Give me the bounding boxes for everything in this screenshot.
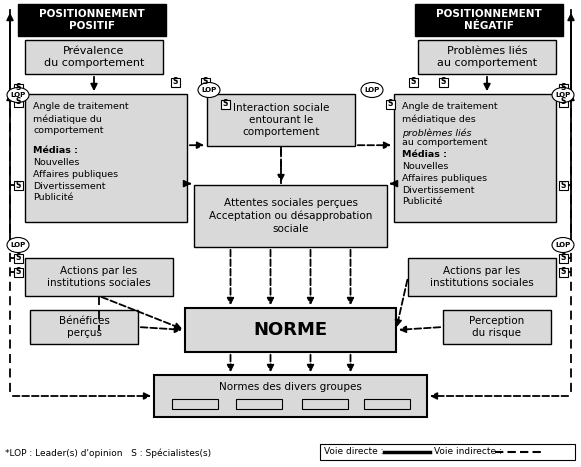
Text: S: S xyxy=(410,78,415,86)
Text: au comportement: au comportement xyxy=(402,138,487,147)
Bar xyxy=(558,84,568,92)
Bar xyxy=(439,78,447,86)
Bar xyxy=(221,99,229,108)
Text: problèmes liés: problèmes liés xyxy=(402,128,472,137)
Bar xyxy=(13,84,23,92)
Text: Normes des divers groupes: Normes des divers groupes xyxy=(219,382,362,392)
Text: LOP: LOP xyxy=(10,242,26,248)
Ellipse shape xyxy=(552,238,574,253)
Text: Angle de traitement
médiatique des: Angle de traitement médiatique des xyxy=(402,102,497,123)
Text: Nouvelles
Affaires publiques
Divertissement
Publicité: Nouvelles Affaires publiques Divertissem… xyxy=(402,162,487,206)
Text: Perception
du risque: Perception du risque xyxy=(469,316,525,338)
Bar xyxy=(408,258,556,296)
Ellipse shape xyxy=(7,238,29,253)
Text: NORME: NORME xyxy=(253,321,328,339)
Text: S: S xyxy=(560,84,566,92)
Bar xyxy=(364,399,410,409)
Text: Médias :: Médias : xyxy=(33,146,78,155)
Bar xyxy=(418,40,556,74)
Bar xyxy=(172,399,218,409)
Text: S: S xyxy=(388,99,393,108)
Bar xyxy=(25,94,187,222)
Text: S: S xyxy=(202,78,207,86)
Text: Attentes sociales perçues
Acceptation ou désapprobation
sociale: Attentes sociales perçues Acceptation ou… xyxy=(209,198,372,234)
Text: S: S xyxy=(15,254,21,262)
Text: POSITIONNEMENT
NÉGATIF: POSITIONNEMENT NÉGATIF xyxy=(436,9,542,31)
Text: LOP: LOP xyxy=(555,92,571,98)
Text: S: S xyxy=(223,99,228,108)
Text: S: S xyxy=(560,268,566,276)
Ellipse shape xyxy=(361,83,383,98)
Bar xyxy=(320,444,575,460)
Ellipse shape xyxy=(198,83,220,98)
Text: S: S xyxy=(15,98,21,106)
Bar xyxy=(394,94,556,222)
Bar xyxy=(18,4,166,36)
Bar xyxy=(30,310,138,344)
Bar xyxy=(185,308,396,352)
Bar xyxy=(386,99,394,108)
Text: Interaction sociale
entourant le
comportement: Interaction sociale entourant le comport… xyxy=(233,103,329,137)
Bar xyxy=(408,78,418,86)
Text: S: S xyxy=(440,78,446,86)
Text: *LOP : Leader(s) d'opinion   S : Spécialistes(s): *LOP : Leader(s) d'opinion S : Spécialis… xyxy=(5,448,211,458)
Bar xyxy=(194,185,387,247)
Text: S: S xyxy=(173,78,178,86)
Text: S: S xyxy=(560,181,566,190)
Text: Actions par les
institutions sociales: Actions par les institutions sociales xyxy=(47,266,151,288)
Text: Médias :: Médias : xyxy=(402,150,447,159)
Ellipse shape xyxy=(7,87,29,102)
Text: Bénéfices
perçus: Bénéfices perçus xyxy=(59,316,109,338)
Bar xyxy=(415,4,563,36)
Text: S: S xyxy=(15,268,21,276)
Text: S: S xyxy=(560,254,566,262)
Text: S: S xyxy=(15,84,21,92)
Bar xyxy=(558,268,568,276)
Bar xyxy=(558,254,568,262)
Bar xyxy=(558,98,568,106)
Text: LOP: LOP xyxy=(10,92,26,98)
Text: Actions par les
institutions sociales: Actions par les institutions sociales xyxy=(430,266,534,288)
Text: S: S xyxy=(560,98,566,106)
Text: Angle de traitement
médiatique du
comportement: Angle de traitement médiatique du compor… xyxy=(33,102,128,135)
Bar xyxy=(25,258,173,296)
Text: Voie directe :: Voie directe : xyxy=(324,447,383,457)
Bar xyxy=(25,40,163,74)
Text: LOP: LOP xyxy=(202,87,217,93)
Bar xyxy=(236,399,282,409)
Bar xyxy=(13,268,23,276)
Text: LOP: LOP xyxy=(555,242,571,248)
Text: LOP: LOP xyxy=(364,87,379,93)
Text: Voie indirecte :: Voie indirecte : xyxy=(434,447,502,457)
Bar xyxy=(302,399,348,409)
Bar xyxy=(443,310,551,344)
Bar xyxy=(207,94,355,146)
Bar xyxy=(13,181,23,190)
Text: Nouvelles
Affaires publiques
Divertissement
Publicité: Nouvelles Affaires publiques Divertissem… xyxy=(33,158,118,202)
Bar xyxy=(13,254,23,262)
Text: S: S xyxy=(15,181,21,190)
Bar xyxy=(154,375,427,417)
Bar xyxy=(200,78,210,86)
Text: Prévalence
du comportement: Prévalence du comportement xyxy=(44,46,144,68)
Bar xyxy=(13,98,23,106)
Text: Problèmes liés
au comportement: Problèmes liés au comportement xyxy=(437,46,537,68)
Bar xyxy=(170,78,180,86)
Bar xyxy=(558,181,568,190)
Text: POSITIONNEMENT
POSITIF: POSITIONNEMENT POSITIF xyxy=(39,9,145,31)
Ellipse shape xyxy=(552,87,574,102)
